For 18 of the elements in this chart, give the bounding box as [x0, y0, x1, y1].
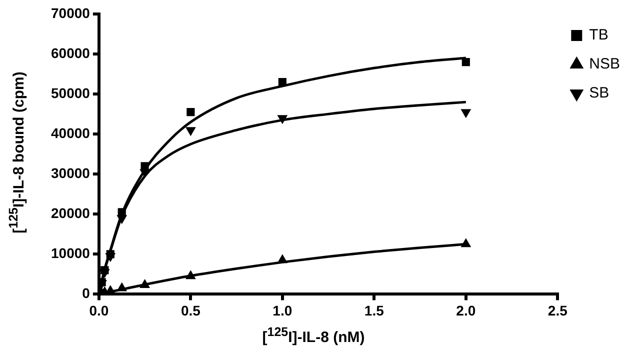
- x-axis-title: [$^{125}$I]-IL-8 (nM): [261, 325, 366, 346]
- y-tick-label: 0: [82, 285, 90, 302]
- y-tick-label: 40000: [50, 124, 90, 141]
- y-tick-label: 50000: [50, 84, 90, 101]
- x-tick-label: 0.0: [89, 302, 109, 318]
- y-tick-label: 20000: [50, 205, 90, 221]
- legend-label: NSB: [589, 56, 620, 73]
- y-tick-label: 60000: [50, 44, 90, 61]
- y-tick-label: 10000: [50, 245, 90, 262]
- legend-label: TB: [589, 26, 608, 44]
- x-tick-label: 1.5: [364, 302, 384, 318]
- x-tick-label: 2.0: [456, 302, 476, 318]
- y-tick-label: 30000: [50, 164, 90, 181]
- legend-label: SB: [589, 84, 610, 102]
- x-tick-label: 0.5: [180, 302, 201, 318]
- x-tick-label: 2.5: [548, 302, 568, 318]
- y-tick-label: 70000: [50, 4, 90, 21]
- x-tick-label: 1.0: [272, 302, 292, 318]
